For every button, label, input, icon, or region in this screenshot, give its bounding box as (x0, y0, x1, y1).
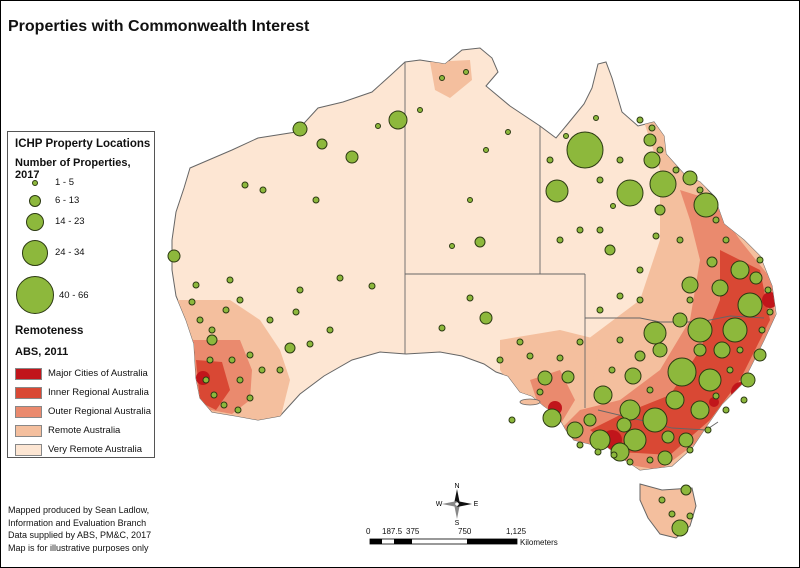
size-swatch-1 (32, 180, 38, 186)
credit-line-3: Data supplied by ABS, PM&C, 2017 (8, 530, 152, 540)
remoteness-heading: Remoteness (15, 325, 84, 337)
legend-heading: ICHP Property Locations (15, 138, 151, 150)
label-inner-regional: Inner Regional Australia (48, 387, 149, 398)
size-swatch-4 (22, 240, 48, 266)
remoteness-zones (172, 60, 776, 470)
credit-line-1: Mapped produced by Sean Ladlow, (8, 505, 150, 515)
scale-tick-3: 750 (458, 527, 472, 536)
swatch-very-remote (15, 444, 42, 456)
label-outer-regional: Outer Regional Australia (48, 406, 151, 417)
compass-e: E (474, 501, 478, 508)
size-swatch-3 (26, 213, 44, 231)
size-swatch-2 (29, 195, 41, 207)
scale-bar: 0 187.5 375 750 1,125 Kilometers (362, 527, 572, 553)
compass-s: S (455, 520, 460, 525)
legend-subheading: Number of Properties, 2017 (15, 157, 131, 181)
credit-line-4: Map is for illustrative purposes only (8, 542, 149, 553)
size-label-4: 24 - 34 (55, 247, 85, 258)
scale-unit: Kilometers (520, 538, 558, 547)
size-swatch-5 (16, 276, 54, 314)
size-label-5: 40 - 66 (59, 290, 89, 301)
credit-line-2: Information and Evaluation Branch (8, 517, 147, 528)
label-major-cities: Major Cities of Australia (48, 368, 148, 379)
label-very-remote: Very Remote Australia (48, 444, 142, 455)
scale-tick-0: 0 (366, 527, 371, 536)
scale-tick-1: 187.5 (382, 527, 403, 536)
label-remote: Remote Australia (48, 425, 121, 436)
remoteness-subheading: ABS, 2011 (15, 346, 69, 358)
scale-tick-4: 1,125 (506, 527, 527, 536)
map-title: Properties with Commonwealth Interest (8, 18, 310, 35)
size-label-3: 14 - 23 (55, 216, 85, 227)
size-label-2: 6 - 13 (55, 195, 80, 206)
swatch-remote (15, 425, 42, 437)
north-arrow-icon: N S W E (436, 483, 478, 525)
legend-panel: ICHP Property Locations Number of Proper… (7, 131, 155, 458)
map-credits: Mapped produced by Sean Ladlow, Informat… (8, 504, 151, 554)
scale-tick-2: 375 (406, 527, 420, 536)
swatch-inner-regional (15, 387, 42, 399)
size-label-1: 1 - 5 (55, 177, 75, 188)
property-markers (167, 69, 774, 537)
compass-n: N (454, 483, 459, 490)
swatch-outer-regional (15, 406, 42, 418)
compass-w: W (436, 501, 443, 508)
scale-bar-graphic (369, 538, 518, 545)
swatch-major-cities (15, 368, 42, 380)
